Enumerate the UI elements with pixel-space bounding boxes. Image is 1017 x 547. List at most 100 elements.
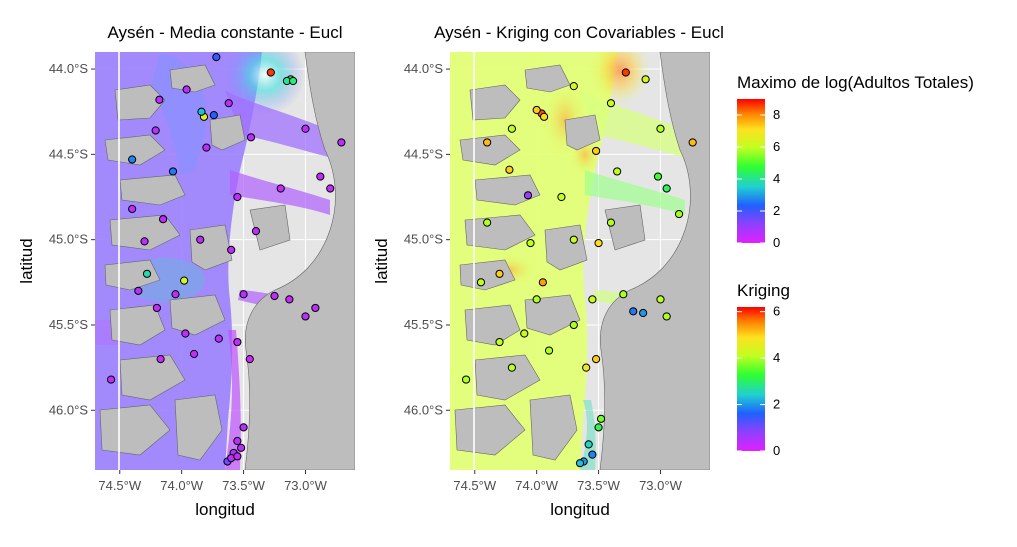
panel2-data-point — [569, 235, 578, 244]
panel2-data-point — [507, 124, 517, 133]
panel1-data-point — [171, 290, 180, 299]
panel2-title: Aysén - Kriging con Covariables - Eucl — [434, 23, 724, 42]
panel1-data-point — [128, 155, 137, 164]
panel1-data-point — [202, 143, 211, 152]
panel1-data-point — [214, 334, 223, 343]
panel1-data-point — [288, 76, 298, 86]
panel1-data-point — [266, 68, 275, 77]
panel1-data-point — [326, 184, 335, 193]
panel1-x-tick-label: 73.0°W — [284, 478, 328, 493]
panel2-data-point — [613, 167, 622, 176]
legend-tick-label: 2 — [773, 397, 780, 412]
legend-tick-label: 6 — [773, 139, 780, 154]
panel2-data-point — [532, 105, 541, 115]
panel1-data-point — [311, 303, 320, 313]
legend-tick-label: 0 — [773, 235, 780, 250]
panel1-data-point — [233, 436, 242, 446]
panel2-data-point — [569, 82, 578, 91]
panel1-x-tick-label: 74.5°W — [98, 478, 142, 493]
panel1-data-point — [337, 138, 346, 147]
panel1-x-axis-title: longitud — [195, 500, 255, 519]
panel1-data-point — [156, 355, 165, 364]
panel1-data-point — [168, 167, 178, 176]
panel2-data-point — [594, 238, 603, 248]
panel1-data-point — [212, 53, 221, 62]
panel1-y-axis-title: latitud — [17, 238, 36, 283]
panel1-data-point — [189, 349, 199, 359]
panel1-data-point — [128, 204, 137, 214]
panel2-data-point — [653, 172, 663, 181]
panel1-y-tick-label: 45.5°S — [49, 317, 89, 332]
panel1-data-point — [251, 227, 261, 236]
panel1-data-point — [301, 312, 310, 321]
panel2-data-point — [619, 290, 628, 299]
legend-observed: Maximo de log(Adultos Totales) 8 6 4 2 0 — [737, 73, 974, 250]
panel1-data-point — [181, 329, 190, 338]
panel2-data-point — [639, 308, 648, 318]
panel2-data-point — [591, 146, 601, 156]
panel1-x-ticks: 74.5°W 74.0°W 73.5°W 73.0°W — [98, 470, 328, 493]
panel-kriging-covariables: Aysén - Kriging con Covariables - Eucl — [372, 23, 724, 519]
panel1-data-point — [140, 237, 149, 246]
panel1-data-point — [233, 192, 242, 202]
panel2-points — [461, 68, 697, 468]
panel2-y-tick-label: 44.0°S — [404, 61, 444, 76]
panel2-data-point — [584, 440, 593, 449]
panel2-data-point — [591, 355, 601, 364]
panel1-y-ticks: 44.0°S 44.5°S 45.0°S 45.5°S 46.0°S — [49, 61, 95, 417]
panel2-data-point — [476, 278, 486, 287]
panel2-data-point — [596, 414, 606, 423]
legend-tick-label: 8 — [773, 107, 780, 122]
panel2-data-point — [483, 218, 492, 227]
panel1-data-point — [197, 107, 206, 116]
panel1-landmass — [99, 52, 355, 470]
panel2-data-point — [594, 423, 603, 432]
panel1-x-tick-label: 73.5°W — [222, 478, 266, 493]
panel1-y-tick-label: 45.0°S — [49, 232, 89, 247]
panel1-data-point — [227, 245, 236, 255]
panel1-data-point — [316, 172, 325, 181]
legend-tick-label: 2 — [773, 203, 780, 218]
panel1-data-point — [276, 184, 285, 193]
panel2-x-tick-label: 74.5°W — [453, 478, 497, 493]
panel1-points — [106, 53, 346, 466]
panel2-data-point — [526, 238, 535, 248]
panel2-data-point — [656, 295, 665, 304]
panel2-x-ticks: 74.5°W 74.0°W 73.5°W 73.0°W — [453, 470, 683, 493]
panel2-data-point — [483, 138, 492, 147]
panel2-data-point — [688, 138, 697, 147]
panel2-y-axis-title: latitud — [372, 238, 391, 283]
panel1-data-point — [106, 375, 116, 384]
panel2-data-point — [557, 192, 566, 202]
panel2-data-point — [674, 209, 684, 219]
panel1-data-point — [233, 337, 242, 347]
panel1-data-point — [270, 291, 279, 301]
panel2-data-point — [520, 329, 529, 338]
legend-kriging-ticks: 6 4 2 0 — [737, 304, 780, 458]
panel2-data-point — [641, 75, 650, 84]
panel1-x-tick-label: 74.0°W — [160, 478, 204, 493]
panel2-y-tick-label: 44.5°S — [404, 146, 444, 161]
panel1-y-tick-label: 46.0°S — [49, 402, 89, 417]
panel1-data-point — [142, 269, 152, 278]
panel1-data-point — [182, 85, 191, 94]
panel2-data-point — [505, 165, 514, 174]
panel2-data-point — [532, 295, 541, 304]
panel1-data-point — [158, 215, 168, 224]
panel2-x-tick-label: 73.0°W — [639, 478, 683, 493]
panel1-data-point — [285, 295, 294, 304]
panel2-data-point — [575, 459, 585, 468]
panel2-y-tick-label: 46.0°S — [404, 402, 444, 417]
panel2-data-point — [523, 191, 533, 200]
panel1-data-point — [246, 133, 256, 142]
panel2-y-tick-label: 45.0°S — [404, 232, 444, 247]
panel2-x-axis-title: longitud — [550, 500, 610, 519]
panel1-data-point — [245, 355, 254, 364]
legend-kriging-title: Kriging — [737, 281, 790, 300]
legend-tick-label: 0 — [773, 443, 780, 458]
panel2-data-point — [662, 312, 671, 321]
panel2-data-point — [507, 363, 517, 372]
panel2-data-point — [495, 337, 504, 347]
panel1-data-point — [155, 95, 164, 104]
